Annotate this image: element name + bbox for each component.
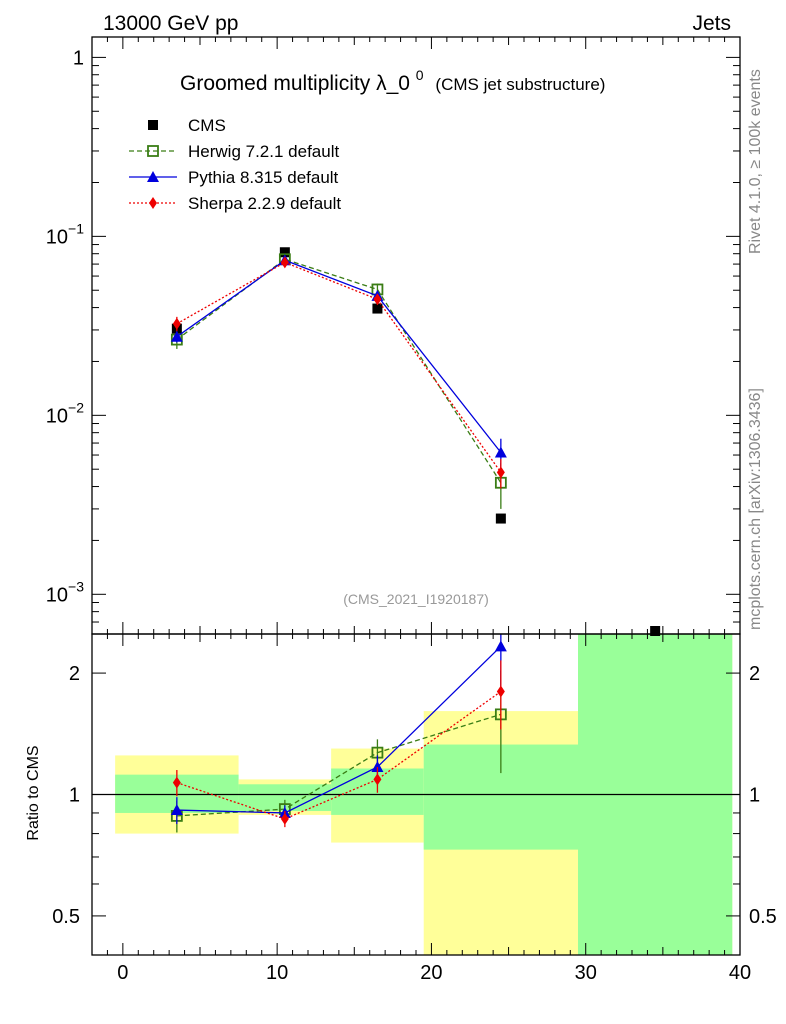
legend-marker-pythia bbox=[147, 171, 159, 182]
ratio-y-tick-label-right: 0.5 bbox=[749, 906, 777, 928]
x-tick-label: 10 bbox=[266, 962, 288, 984]
main-point-sherpa bbox=[373, 293, 382, 306]
main-point-sherpa bbox=[280, 256, 289, 269]
tick-base: 10 bbox=[46, 405, 68, 427]
tick-exponent: −1 bbox=[68, 220, 84, 236]
legend-label-herwig: Herwig 7.2.1 default bbox=[188, 142, 339, 161]
legend: CMS Herwig 7.2.1 default Pythia 8.315 defa… bbox=[129, 116, 341, 213]
main-line-sherpa bbox=[176, 261, 502, 473]
ratio-series bbox=[92, 634, 740, 833]
tick-base: 10 bbox=[46, 226, 68, 248]
tick-exponent: −2 bbox=[68, 399, 84, 415]
ratio-y-tick-label-left: 0.5 bbox=[52, 906, 80, 928]
ratio-y-tick-label-right: 1 bbox=[749, 785, 760, 807]
plot-title-symbol: λ_0 bbox=[376, 72, 410, 95]
ratio-ylabel: Ratio to CMS bbox=[25, 745, 42, 840]
ratio-line-pythia bbox=[176, 645, 502, 814]
plot-title-sup: 0 bbox=[416, 67, 424, 83]
main-point-sherpa bbox=[496, 466, 505, 479]
ratio-point-pythia bbox=[371, 760, 384, 772]
x-tick-label: 40 bbox=[729, 962, 751, 984]
tick-base: 10 bbox=[46, 584, 68, 606]
main-y-tick-label: 10−1 bbox=[46, 220, 84, 248]
x-tick-label: 20 bbox=[420, 962, 442, 984]
main-y-tick-label: 10−3 bbox=[46, 578, 84, 606]
ratio-y-tick-label-left: 2 bbox=[69, 663, 80, 685]
plot-title-sub: (CMS jet substructure) bbox=[435, 75, 605, 94]
main-point-cms bbox=[650, 626, 661, 636]
analysis-id: (CMS_2021_I1920187) bbox=[343, 591, 489, 607]
legend-label-pythia: Pythia 8.315 default bbox=[188, 168, 339, 187]
ratio-line-sherpa bbox=[176, 691, 502, 820]
ratio-y-tick-label-left: 1 bbox=[69, 785, 80, 807]
main-point-pythia bbox=[170, 330, 183, 342]
main-point-cms bbox=[279, 247, 290, 258]
plot-title: Groomed multiplicity λ_0 0 (CMS jet subs… bbox=[180, 62, 605, 95]
ratio-point-pythia bbox=[494, 640, 507, 652]
ratio-point-sherpa bbox=[172, 776, 181, 789]
rivet-label: Rivet 4.1.0, ≥ 100k events bbox=[747, 69, 764, 254]
ratio-y-tick-label-right: 2 bbox=[749, 663, 760, 685]
legend-label-cms: CMS bbox=[188, 116, 226, 135]
main-point-cms bbox=[495, 513, 506, 524]
header-left: 13000 GeV pp bbox=[103, 12, 238, 35]
main-line-herwig bbox=[176, 258, 502, 484]
ratio-point-sherpa bbox=[496, 685, 505, 698]
ratio-line-herwig bbox=[176, 713, 502, 817]
mcplots-label: mcplots.cern.ch [arXiv:1306.3436] bbox=[747, 388, 764, 630]
legend-marker-sherpa bbox=[149, 197, 157, 209]
tick-exponent: −3 bbox=[68, 578, 84, 594]
header-right: Jets bbox=[692, 12, 731, 35]
main-point-pythia bbox=[494, 446, 507, 458]
main-y-tick-label: 10−2 bbox=[46, 399, 84, 427]
ratio-point-pythia bbox=[170, 804, 183, 816]
main-y-tick-label: 1 bbox=[73, 47, 84, 69]
legend-label-sherpa: Sherpa 2.2.9 default bbox=[188, 194, 341, 213]
x-tick-label: 0 bbox=[117, 962, 128, 984]
ratio-point-sherpa bbox=[280, 812, 289, 825]
x-tick-label: 30 bbox=[575, 962, 597, 984]
ratio-point-sherpa bbox=[373, 773, 382, 786]
main-point-cms bbox=[372, 303, 383, 314]
main-line-pythia bbox=[176, 259, 502, 453]
plot-title-main: Groomed multiplicity bbox=[180, 72, 371, 95]
main-point-sherpa bbox=[172, 317, 181, 330]
main-series bbox=[170, 247, 661, 636]
legend-marker-herwig bbox=[147, 145, 159, 157]
legend-marker-cms bbox=[148, 120, 158, 130]
